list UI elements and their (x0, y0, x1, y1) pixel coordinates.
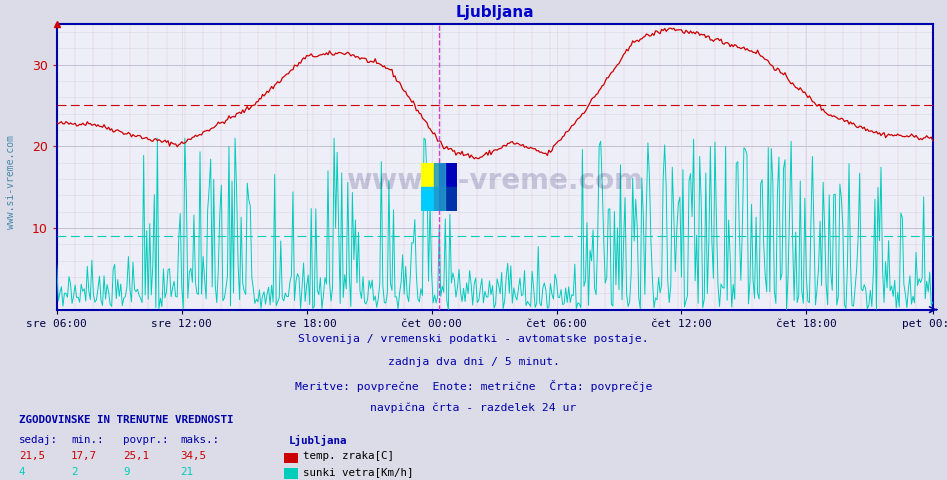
Bar (439, 187, 457, 211)
Text: maks.:: maks.: (180, 435, 219, 445)
Text: 9: 9 (123, 467, 130, 477)
Bar (439, 163, 457, 187)
Text: 17,7: 17,7 (71, 451, 97, 461)
Text: zadnja dva dni / 5 minut.: zadnja dva dni / 5 minut. (387, 357, 560, 367)
Bar (421, 163, 439, 187)
Text: Slovenija / vremenski podatki - avtomatske postaje.: Slovenija / vremenski podatki - avtomats… (298, 334, 649, 344)
Text: 4: 4 (19, 467, 26, 477)
Text: 21,5: 21,5 (19, 451, 45, 461)
Text: sedaj:: sedaj: (19, 435, 58, 445)
Title: Ljubljana: Ljubljana (456, 5, 534, 20)
Text: www.si-vreme.com: www.si-vreme.com (347, 167, 643, 195)
Text: min.:: min.: (71, 435, 103, 445)
Text: 34,5: 34,5 (180, 451, 205, 461)
Bar (421, 187, 439, 211)
Text: 21: 21 (180, 467, 193, 477)
Text: navpična črta - razdelek 24 ur: navpična črta - razdelek 24 ur (370, 403, 577, 413)
Text: temp. zraka[C]: temp. zraka[C] (303, 451, 394, 461)
Text: www.si-vreme.com: www.si-vreme.com (7, 135, 16, 229)
Text: sunki vetra[Km/h]: sunki vetra[Km/h] (303, 467, 414, 477)
Text: ZGODOVINSKE IN TRENUTNE VREDNOSTI: ZGODOVINSKE IN TRENUTNE VREDNOSTI (19, 415, 234, 425)
Text: povpr.:: povpr.: (123, 435, 169, 445)
Text: 2: 2 (71, 467, 78, 477)
Text: Meritve: povprečne  Enote: metrične  Črta: povprečje: Meritve: povprečne Enote: metrične Črta:… (295, 380, 652, 392)
Text: 25,1: 25,1 (123, 451, 149, 461)
Text: Ljubljana: Ljubljana (289, 435, 348, 446)
Polygon shape (434, 163, 445, 211)
